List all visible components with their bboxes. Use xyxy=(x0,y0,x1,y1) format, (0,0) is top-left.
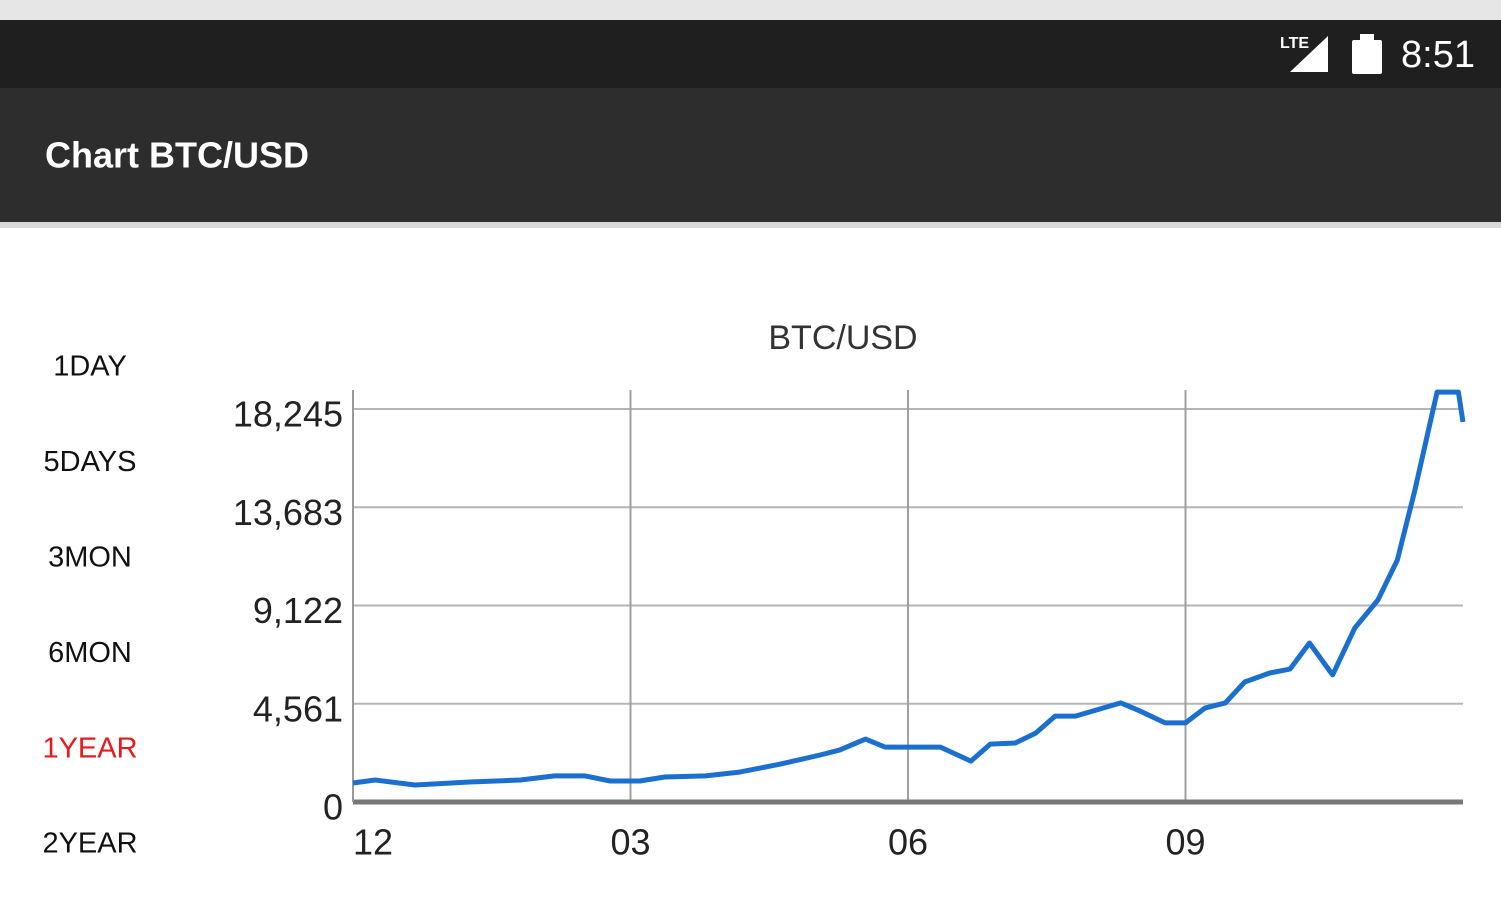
y-tick-label: 9,122 xyxy=(253,590,343,631)
battery-cap xyxy=(1360,34,1374,41)
y-tick-label: 4,561 xyxy=(253,688,343,729)
y-tick-label: 0 xyxy=(323,787,343,828)
app-bar xyxy=(0,88,1501,222)
y-tick-label: 13,683 xyxy=(233,492,343,533)
range-button[interactable]: 3MON xyxy=(48,541,132,573)
signal-icon xyxy=(1290,36,1328,72)
clock: 8:51 xyxy=(1401,34,1475,76)
status-bar xyxy=(0,20,1501,88)
x-tick-label: 09 xyxy=(1165,822,1205,863)
range-buttons: 1DAY 5DAYS 3MON 6MON 1YEAR 2YEAR xyxy=(42,351,137,860)
network-type: LTE xyxy=(1280,35,1309,52)
x-tick-label: 06 xyxy=(888,822,928,863)
top-strip xyxy=(0,0,1501,20)
range-button[interactable]: 6MON xyxy=(48,637,132,669)
y-tick-label: 18,245 xyxy=(233,394,343,435)
x-tick-label: 12 xyxy=(353,822,393,863)
x-tick-label: 03 xyxy=(610,822,650,863)
range-button[interactable]: 5DAYS xyxy=(44,446,137,478)
plot: 0 4,561 9,122 13,683 18,245 12 03 06 09 xyxy=(233,389,1466,863)
price-line xyxy=(352,389,1466,788)
range-button[interactable]: 1DAY xyxy=(53,351,127,383)
app-title: Chart BTC/USD xyxy=(45,135,309,176)
range-button[interactable]: 1YEAR xyxy=(42,732,137,764)
range-button[interactable]: 2YEAR xyxy=(42,828,137,860)
battery-icon xyxy=(1352,40,1382,74)
app-bar-shadow xyxy=(0,222,1501,228)
chart-title: BTC/USD xyxy=(768,319,917,357)
